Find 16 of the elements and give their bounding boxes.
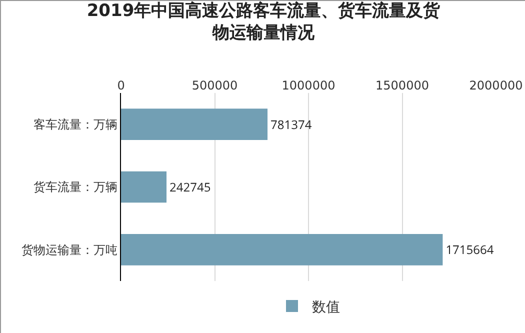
x-tick-label: 2000000 bbox=[469, 78, 523, 93]
bar bbox=[121, 171, 167, 203]
y-tick-label: 货物运输量：万吨 bbox=[22, 242, 118, 257]
data-label: 781374 bbox=[270, 116, 312, 133]
x-tick-label: 0 bbox=[117, 78, 125, 93]
chart-title: 2019年中国高速公路客车流量、货车流量及货物运输量情况 bbox=[86, 0, 442, 44]
x-tick-label: 500000 bbox=[192, 78, 238, 93]
y-tick-label: 客车流量：万辆 bbox=[34, 118, 118, 132]
data-label: 1715664 bbox=[446, 241, 494, 258]
x-tick-label: 1500000 bbox=[376, 78, 429, 93]
y-tick-label: 货车流量：万辆 bbox=[34, 180, 118, 194]
data-label: 242745 bbox=[170, 178, 211, 196]
bar bbox=[121, 108, 268, 140]
x-tick-label: 1000000 bbox=[282, 78, 336, 93]
bar bbox=[121, 234, 443, 266]
legend-label: 数值 bbox=[312, 299, 340, 316]
